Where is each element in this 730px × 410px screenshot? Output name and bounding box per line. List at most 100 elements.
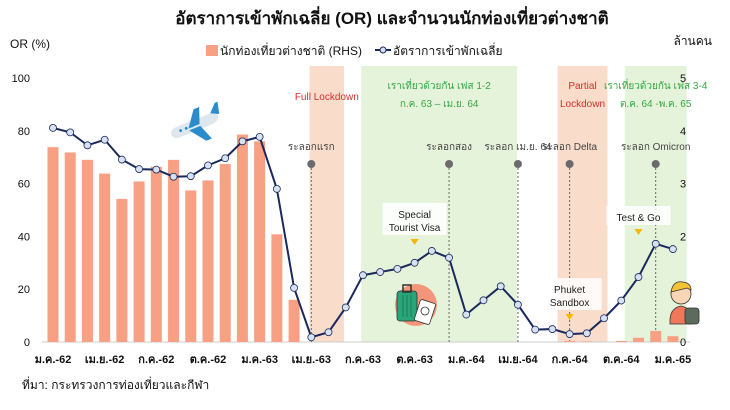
- annotation-triangle-icon: [565, 314, 574, 320]
- shaded-period-lockdown: [309, 66, 345, 342]
- line-point: [462, 310, 471, 319]
- wave-label: ระลอก Delta: [542, 142, 597, 153]
- bar: [116, 198, 128, 342]
- traveler-icon: [669, 281, 700, 325]
- annotation-box: [537, 278, 602, 310]
- right-axis-label: ล้านคน: [673, 34, 712, 48]
- line-point: [83, 141, 92, 150]
- x-tick-label: ต.ค.-62: [190, 354, 227, 366]
- wave-label: ระลอกแรก: [288, 142, 335, 153]
- shaded-period-label: Full Lockdown: [295, 92, 359, 103]
- wave-marker: [565, 160, 574, 168]
- left-tick-label: 100: [12, 73, 30, 85]
- bar: [133, 181, 145, 342]
- x-tick-label: เม.ย.-63: [292, 354, 331, 366]
- line-point: [496, 282, 505, 291]
- suitcase-passport-icon: [395, 284, 437, 326]
- right-tick-label: 5: [680, 73, 686, 85]
- line-point: [204, 161, 212, 170]
- annotation-box: [382, 203, 447, 235]
- chart-title: อัตราการเข้าพักเฉลี่ย (OR) และจำนวนนักท่…: [175, 6, 608, 28]
- left-axis-label: OR (%): [10, 37, 50, 51]
- airplane-icon: [171, 101, 220, 141]
- x-tick-label: ต.ค.-64: [603, 354, 640, 366]
- line-point: [117, 155, 126, 164]
- line-point: [617, 296, 626, 305]
- line-point: [582, 329, 591, 338]
- line-point: [376, 268, 385, 276]
- legend-swatch-bar: [206, 45, 218, 56]
- annotation-box: [606, 206, 671, 225]
- wave-label: ระลอก Omicron: [621, 142, 691, 153]
- x-tick-label: ม.ค.-64: [448, 354, 486, 366]
- right-tick-label: 2: [680, 231, 686, 243]
- bar: [667, 336, 679, 342]
- line-point: [565, 330, 574, 338]
- line-point: [221, 154, 230, 163]
- wave-label: ระลอก เม.ย. 64: [484, 142, 551, 153]
- annotation-label: Tourist Visa: [389, 223, 441, 234]
- annotation-label: Special: [398, 210, 431, 221]
- shaded-period-sublabel: Lockdown: [560, 99, 605, 110]
- line-point: [152, 165, 161, 174]
- bar: [47, 147, 59, 342]
- x-tick-label: ต.ค.-63: [396, 354, 433, 366]
- annotation-label: Test & Go: [617, 213, 661, 224]
- left-tick-label: 60: [18, 179, 30, 191]
- line-point: [341, 303, 350, 312]
- bar: [564, 340, 576, 342]
- bar: [219, 164, 231, 342]
- shaded-period-label: เราเที่ยวด้วยกัน เฟส 3-4: [604, 78, 708, 92]
- line-point: [307, 333, 316, 342]
- legend-label-bar: นักท่องเที่ยวต่างชาติ (RHS): [220, 42, 362, 58]
- x-tick-label: เม.ย.-64: [498, 354, 538, 366]
- shaded-period-label: เราเที่ยวด้วยกัน เฟส 1-2: [387, 78, 491, 92]
- bar: [168, 159, 180, 342]
- line-point: [445, 253, 453, 262]
- bar: [271, 234, 283, 342]
- bar: [254, 141, 266, 342]
- bar: [185, 190, 197, 342]
- line-point: [49, 123, 57, 132]
- bar: [202, 180, 214, 342]
- line-point: [272, 184, 281, 193]
- x-tick-label: ก.ค.-63: [345, 354, 381, 366]
- x-tick-label: ก.ค.-62: [138, 354, 174, 366]
- bar: [64, 152, 76, 342]
- legend: นักท่องเที่ยวต่างชาติ (RHS) อัตราการเข้า…: [206, 42, 503, 58]
- line-point: [393, 264, 402, 273]
- line-point: [427, 247, 436, 255]
- bar: [615, 340, 627, 342]
- bar: [150, 166, 162, 342]
- line-point: [135, 165, 144, 173]
- bar: [632, 337, 644, 342]
- line-point: [600, 314, 608, 323]
- line-point: [359, 271, 367, 280]
- wave-marker: [445, 160, 454, 168]
- line-point: [290, 283, 298, 292]
- x-tick-label: ม.ค.-63: [241, 354, 278, 366]
- right-tick-label: 0: [680, 337, 686, 349]
- line-point: [66, 128, 75, 137]
- right-tick-label: 4: [680, 126, 686, 138]
- x-tick-label: ม.ค.-65: [655, 354, 692, 366]
- line-point: [479, 296, 488, 305]
- left-tick-label: 80: [18, 126, 30, 138]
- line-point: [324, 328, 333, 337]
- line-point: [548, 325, 557, 333]
- line-point: [634, 273, 643, 281]
- line-point: [255, 132, 264, 141]
- x-tick-label: ม.ค.-62: [35, 354, 72, 366]
- line-point: [169, 172, 178, 181]
- bar: [81, 159, 93, 342]
- left-tick-label: 40: [18, 231, 30, 243]
- bar: [99, 173, 111, 342]
- shaded-period-label: Partial: [568, 81, 596, 92]
- wave-marker: [651, 160, 660, 168]
- wave-marker: [513, 160, 522, 168]
- line-point: [531, 325, 540, 334]
- wave-marker: [307, 160, 316, 168]
- annotation-triangle-icon: [634, 229, 643, 235]
- line-point: [100, 135, 109, 144]
